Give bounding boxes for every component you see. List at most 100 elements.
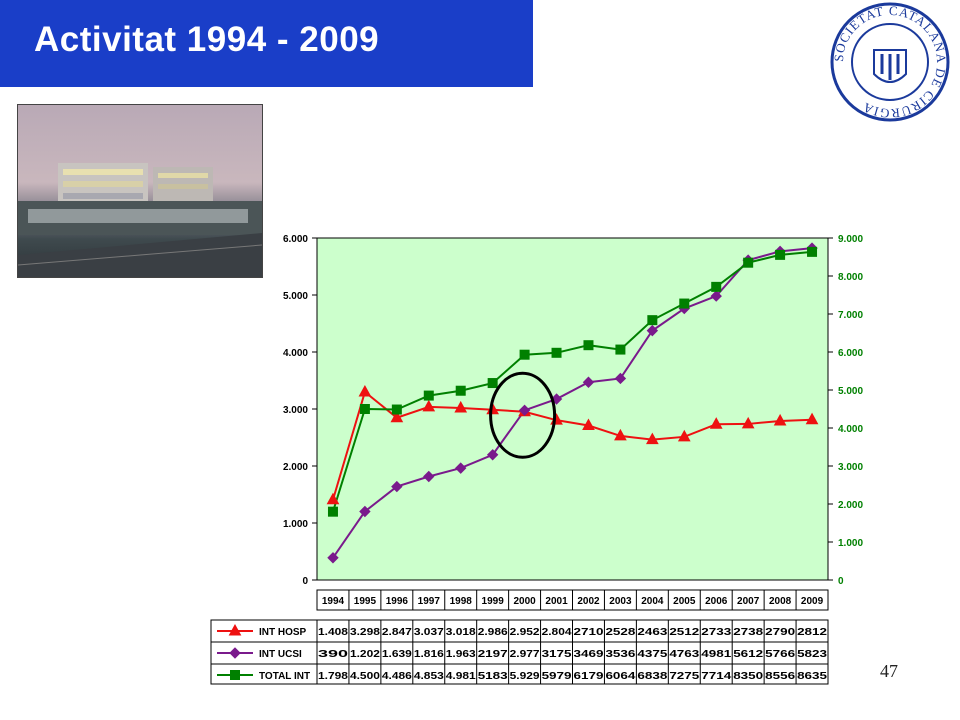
right-axis-tick-label: 6.000 (838, 348, 863, 359)
right-axis-tick-label: 9.000 (838, 234, 863, 245)
table-cell-value: 4.500 (350, 671, 380, 682)
society-seal-logo: SOCIETAT CATALANA DE CIRURGIA (828, 0, 952, 124)
table-cell-value: 3175 (542, 649, 573, 660)
table-cell-value: 5612 (733, 649, 764, 660)
data-point-int-hosp (358, 384, 372, 397)
data-point-total-int (647, 315, 658, 326)
title-bar (0, 0, 533, 87)
table-cell-value: 2.847 (382, 627, 412, 638)
left-axis-tick-label: 5.000 (283, 291, 308, 302)
data-point-int-ucsi (327, 552, 339, 564)
table-cell-value: 5823 (797, 649, 828, 660)
table-cell-value: 7714 (701, 671, 732, 682)
legend-label: INT HOSP (259, 627, 307, 638)
table-cell-value: 4375 (637, 649, 668, 660)
x-axis-category-label: 1996 (386, 596, 409, 607)
right-axis-tick-label: 0 (838, 576, 844, 587)
legend-key-marker (230, 670, 240, 680)
table-cell-value: 2512 (669, 627, 700, 638)
x-axis-category-label: 2009 (801, 596, 824, 607)
data-point-int-hosp (709, 417, 723, 429)
left-axis-tick-label: 0 (302, 576, 308, 587)
right-axis-tick-label: 1.000 (838, 538, 863, 549)
x-axis-category-label: 2003 (609, 596, 632, 607)
table-cell-value: 3.037 (414, 627, 444, 638)
data-point-int-ucsi (391, 480, 403, 493)
table-cell-value: 2.977 (510, 649, 540, 660)
data-point-int-ucsi (486, 449, 499, 461)
legend-label: INT UCSI (259, 649, 302, 660)
data-point-total-int (423, 390, 434, 401)
table-cell-value: 3469 (574, 649, 605, 660)
data-point-total-int (519, 349, 530, 360)
data-point-int-hosp (677, 429, 691, 442)
data-point-total-int (327, 506, 338, 517)
data-point-int-ucsi (710, 290, 722, 302)
data-point-int-hosp (805, 412, 819, 425)
data-point-int-hosp (582, 418, 595, 431)
data-point-total-int (615, 344, 626, 355)
table-cell-value: 8350 (733, 671, 764, 682)
table-cell-value: 7275 (669, 671, 700, 682)
data-point-total-int (455, 385, 466, 396)
page-number: 47 (880, 661, 898, 681)
data-point-int-hosp (773, 413, 787, 426)
series-line-total-int (332, 250, 813, 512)
table-cell-value: 2790 (765, 627, 796, 638)
data-point-int-ucsi (455, 462, 467, 474)
table-row (210, 663, 829, 685)
data-point-int-ucsi (646, 324, 659, 337)
x-axis-category-label: 2008 (769, 596, 792, 607)
table-cell-value: 6838 (637, 671, 668, 682)
data-point-total-int (391, 404, 402, 415)
table-cell-value: 8635 (797, 671, 828, 682)
x-axis-category-label: 1995 (354, 596, 377, 607)
right-axis-tick-label: 2.000 (838, 500, 863, 511)
table-cell-value: 390 (318, 649, 349, 660)
table-cell-value: 3.298 (350, 627, 380, 638)
x-axis-category-label: 2001 (545, 596, 568, 607)
data-point-int-ucsi (518, 404, 531, 417)
data-point-total-int (775, 249, 786, 260)
data-point-total-int (711, 281, 722, 292)
data-point-total-int (487, 378, 498, 389)
table-cell-value: 1.202 (350, 649, 380, 660)
table-cell-value: 4763 (669, 649, 700, 660)
data-point-int-ucsi (614, 372, 627, 385)
data-point-total-int (583, 340, 594, 351)
data-point-int-hosp (454, 400, 468, 413)
right-axis-tick-label: 8.000 (838, 272, 863, 283)
table-cell-value: 3.018 (446, 627, 476, 638)
left-axis-tick-label: 2.000 (283, 462, 308, 473)
table-cell-value: 2710 (574, 627, 605, 638)
table-cell-value: 2738 (733, 627, 764, 638)
table-cell-value: 1.963 (446, 649, 476, 660)
table-cell-value: 2812 (797, 627, 828, 638)
table-cell-value: 2463 (637, 627, 668, 638)
table-cell-value: 4981 (701, 649, 732, 660)
right-axis-tick-label: 7.000 (838, 310, 863, 321)
plot-area (316, 237, 829, 581)
data-point-total-int (679, 298, 690, 309)
x-axis-category-label: 2005 (673, 596, 696, 607)
highlight-circle (489, 371, 557, 459)
data-point-int-hosp (614, 428, 627, 441)
right-axis-tick-label: 3.000 (838, 462, 863, 473)
building-illustration (18, 163, 262, 277)
table-cell-value: 1.639 (382, 649, 412, 660)
table-cell-value: 3536 (605, 649, 636, 660)
table-cell-value: 2.952 (510, 627, 540, 638)
series-line-int-hosp (332, 390, 813, 501)
legend-key-marker (229, 647, 241, 659)
x-axis-category-label: 2007 (737, 596, 760, 607)
data-point-int-ucsi (423, 470, 435, 483)
shield-icon (873, 49, 907, 83)
table-cell-value: 2197 (478, 649, 509, 660)
table-cell-value: 2.986 (478, 627, 508, 638)
data-point-total-int (743, 257, 754, 268)
table-cell-value: 6064 (605, 671, 636, 682)
data-point-total-int (807, 246, 818, 257)
table-cell-value: 6179 (574, 671, 605, 682)
data-point-total-int (551, 347, 562, 358)
